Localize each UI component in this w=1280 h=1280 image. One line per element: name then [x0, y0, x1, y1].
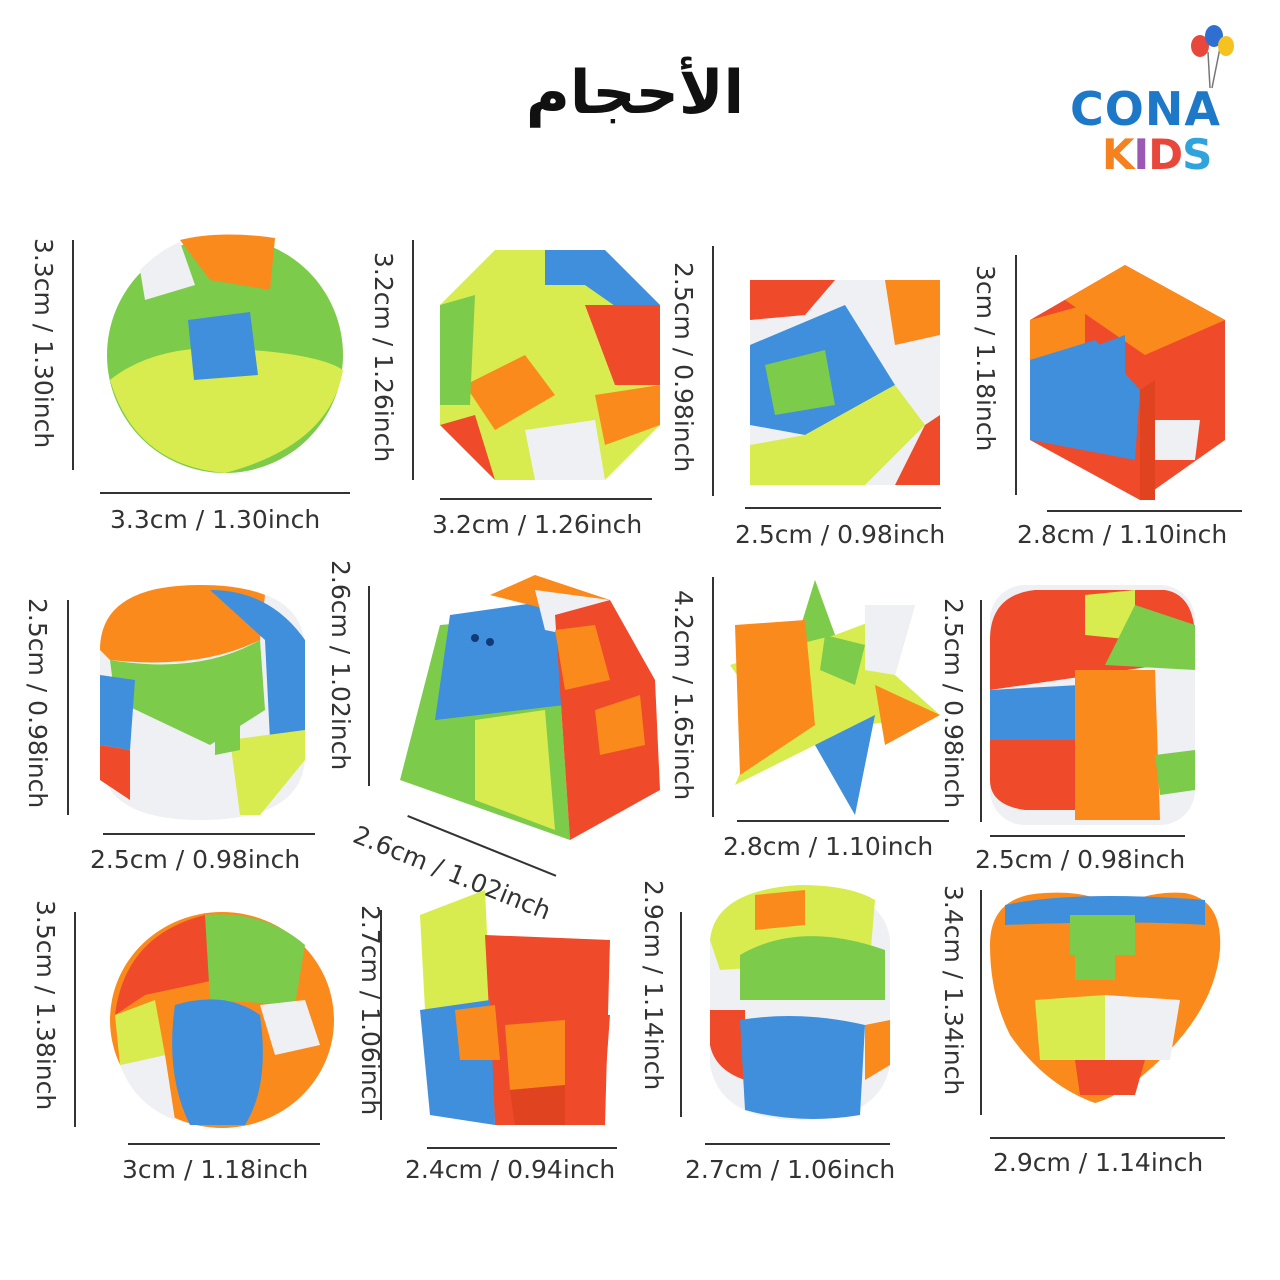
barrel-puzzle-image [710, 885, 890, 1120]
width-dimension-line [990, 835, 1185, 837]
toy-5-height-label: 2.5cm / 0.98inch [23, 598, 52, 809]
sphere-puzzle-image [107, 234, 343, 473]
brand-logo: CONA KIDS [1060, 20, 1270, 180]
toy-2-width-label: 3.2cm / 1.26inch [432, 510, 643, 539]
toy-4-width-label: 2.8cm / 1.10inch [1017, 520, 1228, 549]
toy-11-width-label: 2.7cm / 1.06inch [685, 1155, 896, 1184]
balloons-icon [1191, 25, 1234, 89]
width-dimension-line [128, 1143, 320, 1145]
height-dimension-line [380, 910, 382, 1120]
toy-5-width-label: 2.5cm / 0.98inch [90, 845, 301, 874]
trapezoid-puzzle-image [400, 575, 660, 840]
width-dimension-line [745, 507, 941, 509]
octagon-cube-puzzle-image [440, 250, 660, 480]
logo-letter-d: D [1148, 130, 1183, 179]
height-dimension-line [368, 586, 370, 786]
height-dimension-line [412, 240, 414, 480]
width-dimension-line [103, 833, 315, 835]
logo-text-cona: CONA [1070, 82, 1221, 136]
logo-text-kids: KIDS [1102, 130, 1212, 179]
toy-9-width-label: 3cm / 1.18inch [122, 1155, 309, 1184]
rounded-cube-puzzle-image [990, 585, 1195, 825]
logo-letter-s: S [1182, 130, 1212, 179]
toy-7-width-label: 2.8cm / 1.10inch [723, 832, 934, 861]
width-dimension-line [100, 492, 350, 494]
toy-6-height-label: 2.6cm / 1.02inch [326, 560, 355, 771]
logo-letter-k: K [1102, 130, 1135, 179]
toy-2-height-label: 3.2cm / 1.26inch [369, 252, 398, 463]
toy-10-width-label: 2.4cm / 0.94inch [405, 1155, 616, 1184]
heart-puzzle-image [990, 892, 1221, 1103]
octahedron-puzzle-image [750, 280, 940, 485]
logo-letter-i: I [1133, 130, 1150, 179]
width-dimension-line [427, 1147, 617, 1149]
height-dimension-line [712, 577, 714, 817]
toy-3-height-label: 2.5cm / 0.98inch [669, 262, 698, 473]
toy-9-height-label: 3.5cm / 1.38inch [31, 900, 60, 1111]
toy-7-height-label: 4.2cm / 1.65inch [669, 590, 698, 801]
height-dimension-line [72, 240, 74, 470]
toy-8-height-label: 2.5cm / 0.98inch [939, 598, 968, 809]
star-puzzle-image [730, 580, 940, 815]
height-dimension-line [712, 246, 714, 496]
house-puzzle-image [420, 890, 610, 1125]
hexagon-puzzle-image [1030, 265, 1225, 500]
toy-4-height-label: 3cm / 1.18inch [971, 265, 1000, 452]
toy-8-width-label: 2.5cm / 0.98inch [975, 845, 1186, 874]
toy-12-width-label: 2.9cm / 1.14inch [993, 1148, 1204, 1177]
pumpkin-puzzle-image [110, 912, 334, 1128]
width-dimension-line [705, 1143, 890, 1145]
toy-11-height-label: 2.9cm / 1.14inch [639, 880, 668, 1091]
toy-1-width-label: 3.3cm / 1.30inch [110, 505, 321, 534]
toy-10-height-label: 2.7cm / 1.06inch [356, 905, 385, 1116]
height-dimension-line [74, 912, 76, 1127]
height-dimension-line [980, 890, 982, 1115]
toy-1-height-label: 3.3cm / 1.30inch [29, 238, 58, 449]
toy-3-width-label: 2.5cm / 0.98inch [735, 520, 946, 549]
page-title: الأحجام [525, 58, 745, 128]
height-dimension-line [680, 912, 682, 1117]
width-dimension-line [1047, 510, 1242, 512]
height-dimension-line [980, 600, 982, 822]
width-dimension-line [440, 498, 652, 500]
height-dimension-line [1015, 255, 1017, 495]
width-dimension-line [737, 820, 949, 822]
toy-12-height-label: 3.4cm / 1.34inch [939, 885, 968, 1096]
width-dimension-line [990, 1137, 1225, 1139]
cylinder-puzzle-image [100, 585, 305, 820]
height-dimension-line [67, 600, 69, 815]
